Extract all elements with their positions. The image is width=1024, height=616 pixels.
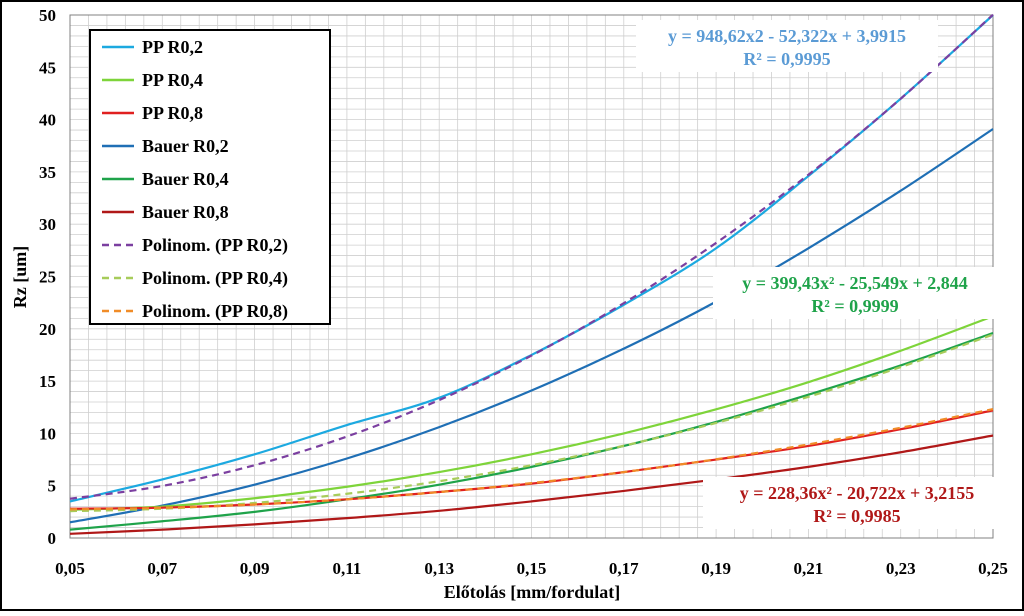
y-axis-ticks: 0 5 10 15 20 25 30 35 40 45 50 bbox=[39, 6, 56, 548]
x-tick-label: 0,05 bbox=[55, 559, 85, 578]
legend-label: Polinom. (PP R0,8) bbox=[142, 301, 288, 322]
r-squared-text: R² = 0,9985 bbox=[813, 506, 900, 526]
r-squared-text: R² = 0,9999 bbox=[811, 296, 898, 316]
equation-box bbox=[636, 20, 938, 72]
x-axis-label: Előtolás [mm/fordulat] bbox=[444, 582, 620, 602]
x-axis-ticks: 0,05 0,07 0,09 0,11 0,13 0,15 0,17 0,19 0,21 0,23… bbox=[55, 559, 1008, 578]
legend-label: PP R0,4 bbox=[142, 70, 203, 90]
legend-label: Bauer R0,8 bbox=[142, 202, 229, 222]
r-squared-text: R² = 0,9995 bbox=[743, 49, 830, 69]
x-tick-label: 0,15 bbox=[517, 559, 547, 578]
x-tick-label: 0,13 bbox=[424, 559, 454, 578]
legend-label: Bauer R0,2 bbox=[142, 136, 229, 156]
series-line-8 bbox=[69, 408, 994, 511]
y-tick-label: 0 bbox=[48, 529, 57, 548]
x-tick-label: 0,07 bbox=[147, 559, 177, 578]
series-line-1 bbox=[69, 315, 994, 511]
x-tick-label: 0,21 bbox=[794, 559, 824, 578]
y-tick-label: 50 bbox=[39, 6, 56, 25]
equation-box bbox=[713, 267, 998, 319]
series-line-4 bbox=[69, 331, 994, 531]
x-tick-label: 0,11 bbox=[332, 559, 361, 578]
y-axis-label: Rz [um] bbox=[10, 246, 30, 308]
y-tick-label: 40 bbox=[39, 111, 56, 130]
y-tick-label: 25 bbox=[39, 268, 56, 287]
y-tick-label: 15 bbox=[39, 372, 56, 391]
equation-box bbox=[703, 477, 1011, 529]
legend-label: PP R0,8 bbox=[142, 103, 203, 123]
x-tick-label: 0,23 bbox=[886, 559, 916, 578]
legend-label: PP R0,2 bbox=[142, 37, 203, 57]
series-line-6 bbox=[69, 13, 994, 500]
trendline-equations: y = 948,62x2 - 52,322x + 3,9915 R² = 0,99… bbox=[636, 20, 1011, 529]
y-tick-label: 10 bbox=[39, 424, 56, 443]
legend-label: Polinom. (PP R0,4) bbox=[142, 268, 288, 289]
series-line-5 bbox=[69, 434, 994, 535]
equation-text: y = 228,36x² - 20,722x + 3,2155 bbox=[740, 483, 974, 503]
x-tick-label: 0,17 bbox=[609, 559, 639, 578]
legend: PP R0,2 PP R0,4 PP R0,8 Bauer R0,2 Bauer R0,… bbox=[89, 29, 331, 325]
series-line-3 bbox=[69, 128, 994, 524]
y-tick-label: 45 bbox=[39, 58, 56, 77]
equation-text: y = 948,62x2 - 52,322x + 3,9915 bbox=[668, 26, 906, 46]
x-tick-label: 0,25 bbox=[978, 559, 1008, 578]
series bbox=[69, 13, 994, 535]
equation-text: y = 399,43x² - 25,549x + 2,844 bbox=[742, 273, 967, 293]
y-tick-label: 20 bbox=[39, 320, 56, 339]
legend-label: Bauer R0,4 bbox=[142, 169, 229, 189]
y-tick-label: 35 bbox=[39, 163, 56, 182]
y-tick-label: 30 bbox=[39, 215, 56, 234]
x-tick-label: 0,19 bbox=[701, 559, 731, 578]
legend-label: Polinom. (PP R0,2) bbox=[142, 235, 288, 256]
y-tick-label: 5 bbox=[48, 477, 57, 496]
x-tick-label: 0,09 bbox=[240, 559, 270, 578]
